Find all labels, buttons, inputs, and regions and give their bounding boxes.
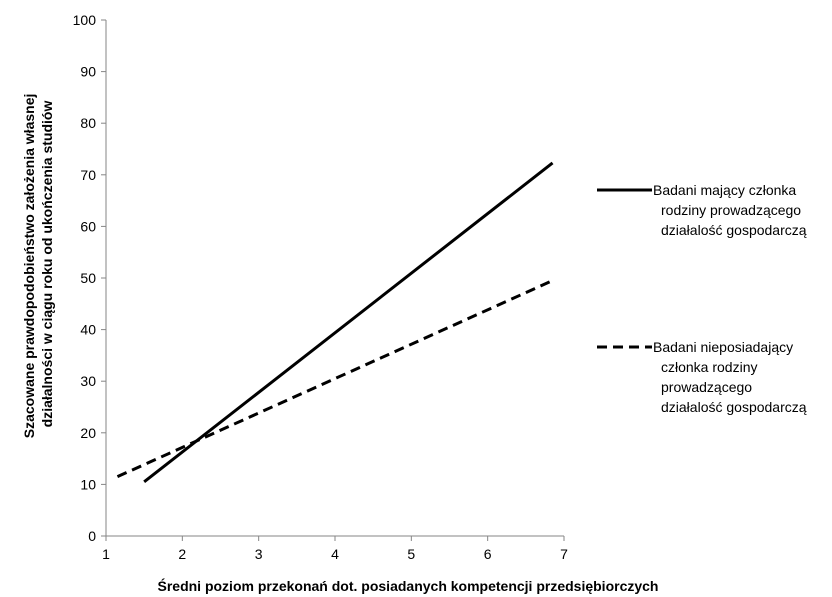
x-axis-title: Średni poziom przekonań dot. posiadanych…: [158, 577, 659, 594]
legend-label-line: działalość gospodarczą: [661, 399, 807, 415]
y-axis-title: Szacowane prawdopodobieństwo założenia w…: [21, 90, 55, 439]
legend-label-2: Badani nieposiadający członka rodziny prow…: [653, 339, 807, 415]
y-tick-label: 20: [80, 425, 96, 441]
y-tick-label: 50: [80, 270, 96, 286]
y-tick-label: 60: [80, 218, 96, 234]
legend: Badani mający członka rodziny prowadząceg…: [597, 182, 807, 415]
legend-label-line: rodziny prowadzącego: [661, 202, 801, 218]
legend-label-line: Badani nieposiadający: [653, 339, 793, 355]
axes: [101, 19, 565, 541]
legend-label-line: działalość gospodarczą: [661, 222, 807, 238]
y-tick-label: 100: [73, 12, 97, 28]
legend-label-line: członka rodziny: [661, 359, 758, 375]
y-tick-label: 90: [80, 64, 96, 80]
x-tick-label: 3: [255, 546, 263, 562]
series-line-2: [116, 279, 554, 479]
legend-label-line: Badani mający członka: [653, 182, 796, 198]
y-tick-label: 10: [80, 476, 96, 492]
x-tick-label: 1: [102, 546, 110, 562]
x-tick-label: 4: [331, 546, 339, 562]
y-tick-label: 30: [80, 373, 96, 389]
x-tick-label: 6: [484, 546, 492, 562]
x-tick-label: 2: [178, 546, 186, 562]
legend-label-line: prowadzącego: [661, 379, 752, 395]
legend-label-1: Badani mający członka rodziny prowadząceg…: [653, 182, 807, 238]
y-tick-label: 40: [80, 322, 96, 338]
y-tick-label: 80: [80, 115, 96, 131]
x-tick-label: 7: [560, 546, 568, 562]
y-axis-title-line-1: Szacowane prawdopodobieństwo założenia w…: [21, 94, 37, 439]
y-tick-label: 0: [88, 528, 96, 544]
x-tick-label: 5: [407, 546, 415, 562]
y-tick-label: 70: [80, 167, 96, 183]
y-axis-title-line-2: działalności w ciągu roku od ukończenia …: [39, 101, 55, 428]
series-layer: [116, 161, 554, 484]
series-line-1: [143, 161, 554, 484]
tick-labels: 0 10 20 30 40 50 60 70 80 90 100 1 2 3 4 5 6 7: [73, 12, 568, 562]
